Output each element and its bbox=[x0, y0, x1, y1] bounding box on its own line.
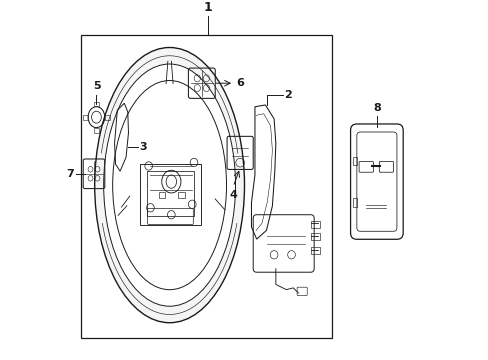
Ellipse shape bbox=[95, 48, 244, 323]
Bar bbox=[94, 128, 99, 133]
Text: 1: 1 bbox=[203, 1, 212, 14]
Bar bbox=[310, 221, 320, 228]
Text: 2: 2 bbox=[284, 90, 291, 99]
Text: 4: 4 bbox=[229, 190, 237, 200]
Bar bbox=[81, 35, 331, 338]
Bar bbox=[352, 157, 356, 165]
Bar bbox=[310, 233, 320, 240]
Text: 7: 7 bbox=[66, 169, 74, 179]
Text: 5: 5 bbox=[93, 81, 101, 91]
Bar bbox=[140, 164, 201, 225]
Text: 6: 6 bbox=[235, 78, 243, 88]
Bar bbox=[159, 192, 165, 198]
Bar bbox=[310, 247, 320, 254]
Bar bbox=[82, 115, 87, 120]
Text: 3: 3 bbox=[139, 142, 146, 152]
Bar bbox=[352, 198, 356, 207]
Bar bbox=[94, 102, 99, 106]
Text: 8: 8 bbox=[372, 103, 380, 113]
Bar bbox=[178, 192, 184, 198]
Bar bbox=[105, 115, 110, 120]
Bar bbox=[147, 171, 194, 216]
Ellipse shape bbox=[103, 64, 235, 306]
